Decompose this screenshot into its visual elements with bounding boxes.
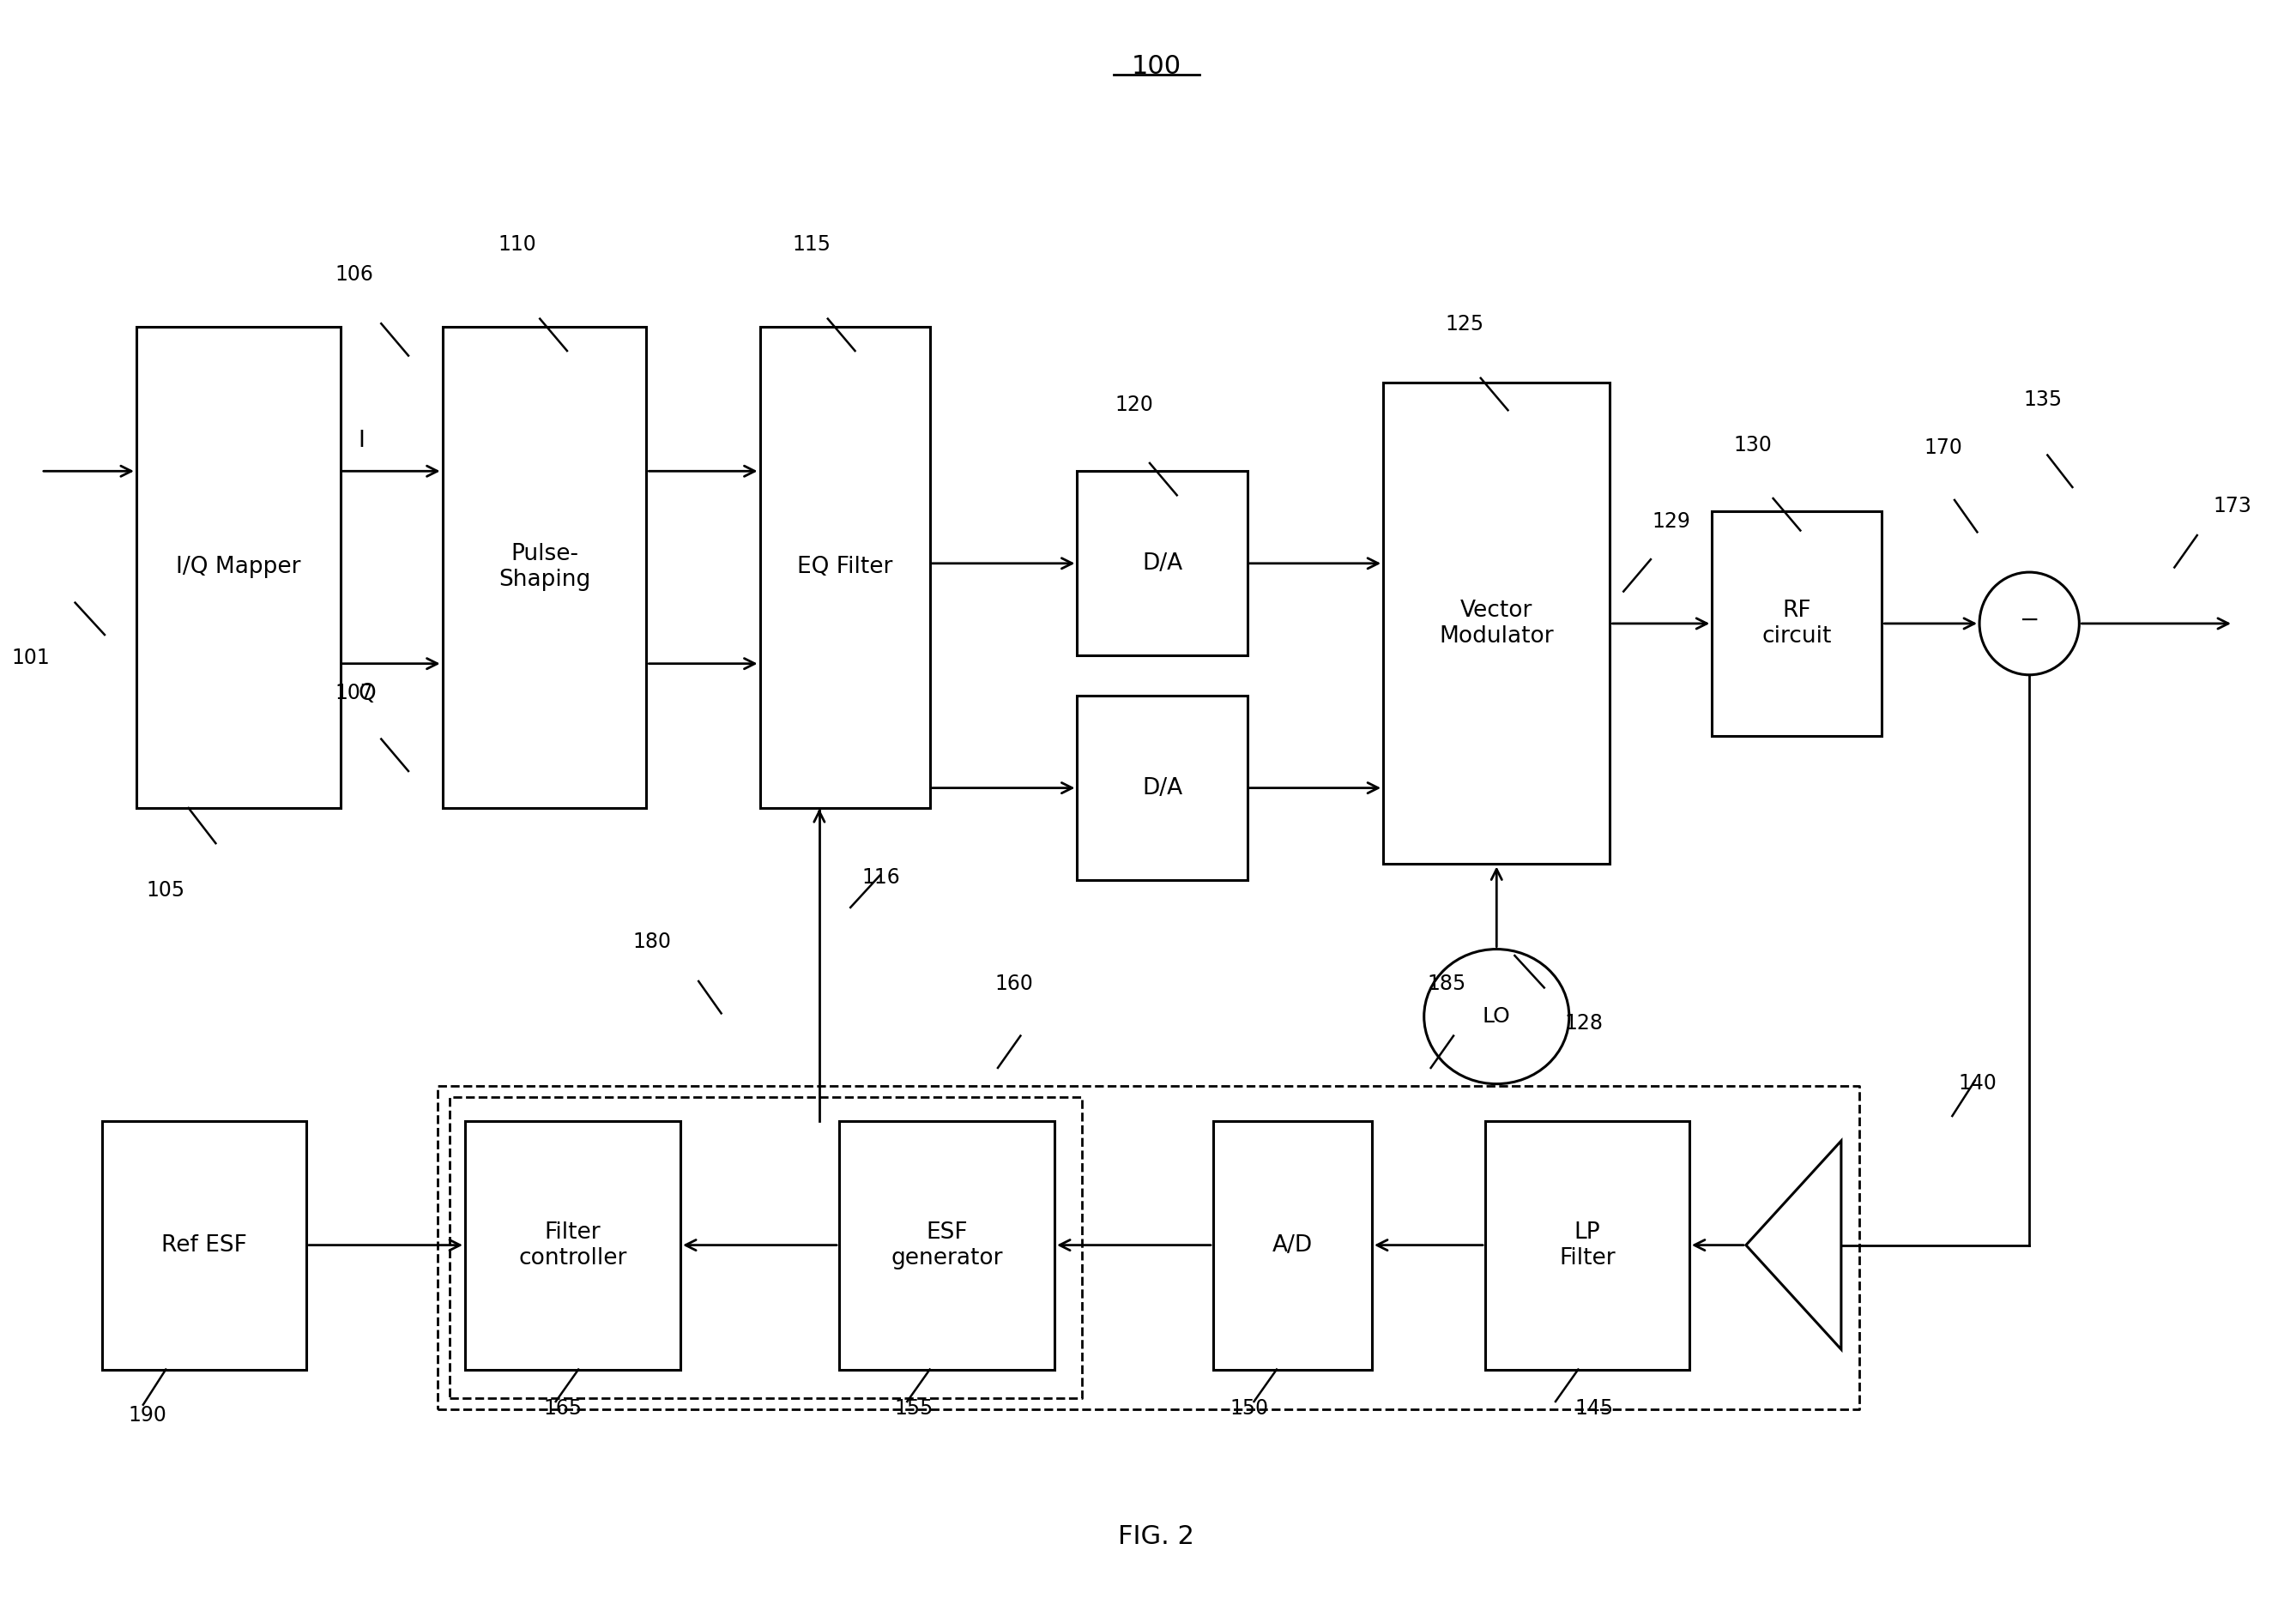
Text: LO: LO (1483, 1007, 1511, 1026)
FancyBboxPatch shape (135, 326, 340, 808)
Text: Ref ESF: Ref ESF (161, 1235, 248, 1256)
Text: 106: 106 (335, 265, 374, 284)
Text: Q: Q (358, 684, 377, 705)
Text: 145: 145 (1575, 1398, 1614, 1419)
Text: D/A: D/A (1141, 777, 1182, 798)
Text: 185: 185 (1428, 973, 1467, 994)
Text: RF
circuit: RF circuit (1761, 600, 1832, 648)
Text: FIG. 2: FIG. 2 (1118, 1524, 1194, 1550)
Text: 165: 165 (544, 1398, 581, 1419)
Ellipse shape (1979, 572, 2080, 675)
Text: A/D: A/D (1272, 1235, 1313, 1256)
FancyBboxPatch shape (443, 326, 647, 808)
FancyBboxPatch shape (1077, 472, 1247, 656)
Text: ESF
generator: ESF generator (891, 1222, 1003, 1269)
Text: 140: 140 (1958, 1073, 1998, 1094)
Text: 105: 105 (147, 881, 186, 900)
Text: Vector
Modulator: Vector Modulator (1440, 600, 1554, 648)
FancyBboxPatch shape (103, 1122, 305, 1369)
FancyBboxPatch shape (1486, 1122, 1690, 1369)
Text: EQ Filter: EQ Filter (797, 556, 893, 579)
Text: 135: 135 (2023, 389, 2062, 410)
Text: 120: 120 (1114, 394, 1153, 415)
Text: 107: 107 (335, 684, 374, 703)
Text: I: I (358, 430, 365, 452)
FancyBboxPatch shape (1077, 696, 1247, 881)
Text: Pulse-
Shaping: Pulse- Shaping (498, 543, 590, 591)
Text: 125: 125 (1446, 314, 1483, 335)
Text: 180: 180 (634, 932, 670, 952)
Text: 150: 150 (1231, 1398, 1270, 1419)
Text: 170: 170 (1924, 438, 1963, 459)
Text: 128: 128 (1564, 1013, 1603, 1034)
FancyBboxPatch shape (838, 1122, 1054, 1369)
Text: 190: 190 (129, 1404, 168, 1425)
Text: 100: 100 (1132, 53, 1182, 79)
Ellipse shape (1424, 949, 1568, 1084)
Text: −: − (2020, 608, 2039, 632)
Text: Filter
controller: Filter controller (519, 1222, 627, 1269)
Text: 173: 173 (2213, 496, 2252, 516)
Text: 130: 130 (1733, 435, 1773, 456)
Text: LP
Filter: LP Filter (1559, 1222, 1616, 1269)
Text: 116: 116 (861, 868, 900, 887)
FancyBboxPatch shape (760, 326, 930, 808)
Text: I/Q Mapper: I/Q Mapper (177, 556, 301, 579)
Text: 110: 110 (498, 234, 537, 255)
Text: 101: 101 (11, 648, 51, 667)
Text: 115: 115 (792, 234, 831, 255)
Text: 160: 160 (994, 973, 1033, 994)
FancyBboxPatch shape (1212, 1122, 1373, 1369)
FancyBboxPatch shape (466, 1122, 680, 1369)
Text: 155: 155 (895, 1398, 934, 1419)
Text: D/A: D/A (1141, 553, 1182, 575)
FancyBboxPatch shape (1713, 511, 1883, 735)
FancyBboxPatch shape (1382, 383, 1609, 865)
Text: 129: 129 (1651, 512, 1690, 532)
